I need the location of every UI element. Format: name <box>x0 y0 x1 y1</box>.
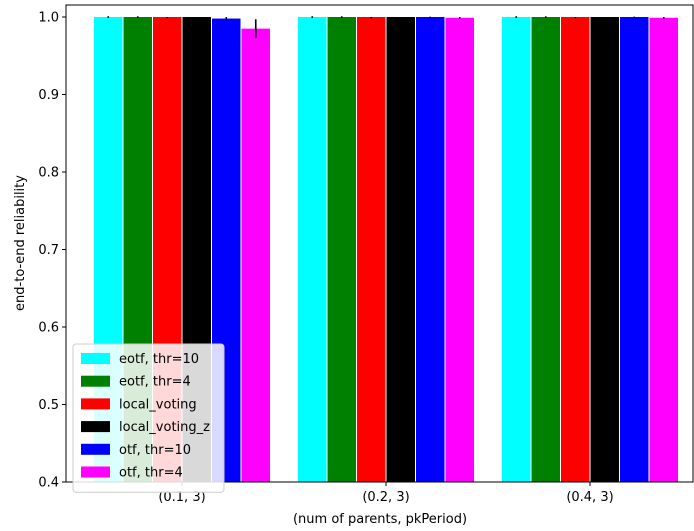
y-tick-label: 1.0 <box>38 11 59 26</box>
x-axis-label: (num of parents, pkPeriod) <box>293 512 467 527</box>
bar <box>416 17 445 482</box>
legend-swatch <box>81 421 110 433</box>
bar <box>298 17 327 482</box>
bar <box>561 17 590 482</box>
legend-label: eotf, thr=4 <box>119 375 191 390</box>
y-tick-label: 0.4 <box>38 476 59 491</box>
legend: eotf, thr=10 eotf, thr=4 local_votinglocal… <box>72 343 225 493</box>
y-tick-label: 0.8 <box>38 166 59 181</box>
legend-label: eotf, thr=10 <box>119 352 199 367</box>
x-tick-label: (0.2, 3) <box>362 490 409 505</box>
y-tick-label: 0.6 <box>38 321 59 336</box>
y-tick-label: 0.7 <box>38 243 59 258</box>
error-bars-layer <box>107 16 665 38</box>
bar <box>327 17 356 482</box>
bar <box>531 17 560 482</box>
bars-layer <box>94 17 678 483</box>
legend-swatch <box>81 353 110 364</box>
x-tick-label: (0.4, 3) <box>566 490 613 505</box>
legend-label: otf, thr=4 <box>119 466 183 481</box>
x-tick-label: (0.1, 3) <box>158 490 205 505</box>
legend-swatch <box>81 398 110 410</box>
bar <box>590 17 619 482</box>
bar <box>620 17 649 482</box>
y-axis: 0.4 0.5 0.6 0.7 0.8 0.9 1.0 <box>38 11 66 491</box>
bar <box>502 17 531 482</box>
bar <box>357 17 386 482</box>
bar <box>445 17 474 483</box>
plot-frame <box>65 4 694 483</box>
legend-swatch <box>81 466 110 478</box>
legend-label: local_voting <box>119 397 197 412</box>
bar <box>649 17 678 483</box>
legend-label: otf, thr=10 <box>119 443 191 458</box>
y-axis-label: end-to-end reliability <box>13 175 28 311</box>
y-tick-label: 0.9 <box>38 88 59 103</box>
bar <box>386 17 415 482</box>
y-tick-label: 0.5 <box>38 398 59 413</box>
x-axis: (0.1, 3) (0.2, 3) (0.4, 3) <box>158 482 614 505</box>
legend-swatch <box>81 375 110 387</box>
legend-label: local_voting_z <box>119 420 210 435</box>
legend-swatch <box>81 443 110 455</box>
bar <box>241 28 270 482</box>
legend-box <box>72 343 225 493</box>
